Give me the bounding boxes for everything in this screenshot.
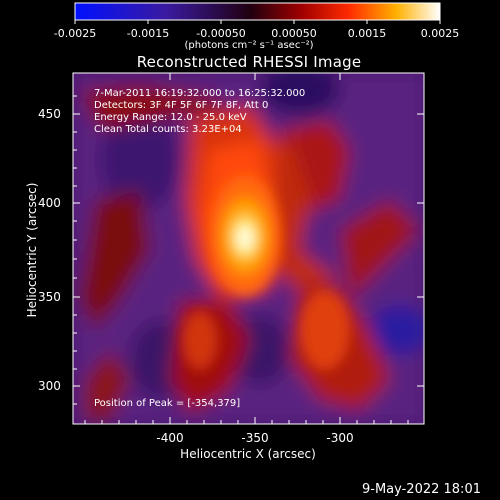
colorbar-tick-label: 0.0025 (420, 27, 460, 40)
colorbar-tick-label: -0.0025 (53, 27, 97, 40)
peak-position-label: Position of Peak = [-354,379] (94, 398, 241, 409)
x-tick-label: -350 (241, 431, 269, 445)
y-axis-ticks (73, 95, 424, 405)
y-tick-label: 450 (38, 107, 61, 121)
colorbar-tick-label: -0.00050 (196, 27, 246, 40)
y-axis-label: Heliocentric Y (arcsec) (25, 182, 39, 318)
colorbar (74, 2, 441, 21)
rhessi-image (73, 73, 424, 424)
plot-frame (72, 72, 425, 425)
x-axis-ticks (84, 73, 409, 424)
colorbar-tick-label: -0.0015 (126, 27, 170, 40)
y-tick-label: 350 (38, 290, 61, 304)
plot-title: Reconstructed RHESSI Image (136, 53, 362, 71)
footer-date: 9-May-2022 18:01 (362, 482, 481, 497)
colorbar-tick-label: 0.0015 (347, 27, 387, 40)
colorbar-units: (photons cm⁻² s⁻¹ asec⁻²) (184, 40, 314, 51)
energy-range-label: Energy Range: 12.0 - 25.0 keV (94, 112, 247, 123)
x-tick-label: -400 (156, 431, 184, 445)
y-tick-label: 300 (38, 379, 61, 393)
detectors-label: Detectors: 3F 4F 5F 6F 7F 8F, Att 0 (94, 100, 269, 111)
x-axis-label: Heliocentric X (arcsec) (180, 447, 316, 461)
colorbar-ticks (74, 20, 441, 24)
x-tick-label: -300 (326, 431, 354, 445)
y-tick-label: 400 (38, 196, 61, 210)
colorbar-tick-label: 0.00050 (271, 27, 317, 40)
time-range-label: 7-Mar-2011 16:19:32.000 to 16:25:32.000 (94, 88, 306, 99)
method-label: Clean Total counts: 3.23E+04 (94, 124, 242, 135)
